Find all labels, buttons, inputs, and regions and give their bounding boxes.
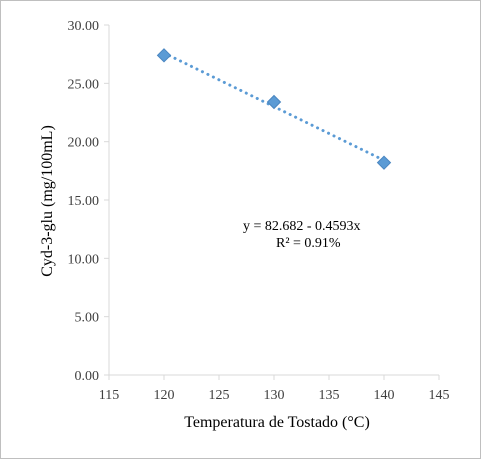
axes — [104, 24, 440, 380]
data-point — [266, 94, 282, 110]
data-point — [156, 48, 172, 63]
y-tick-label: 10.00 — [68, 252, 100, 267]
y-tick-label: 5.00 — [75, 311, 100, 326]
y-tick-label: 0.00 — [75, 369, 100, 384]
x-tick-label: 140 — [374, 388, 395, 403]
x-tick-label: 130 — [264, 388, 285, 403]
x-axis-title: Temperatura de Tostado (°C) — [184, 414, 370, 431]
x-tick-label: 115 — [99, 388, 119, 403]
y-tick-label: 30.00 — [68, 19, 100, 34]
tick-labels: 115 120 125 130 135 140 145 0.00 5.00 10.00 15.00 2… — [68, 19, 450, 403]
x-tick-label: 120 — [154, 388, 175, 403]
y-tick-label: 20.00 — [68, 136, 100, 151]
r-squared-label: R² = 0.91% — [276, 236, 341, 251]
x-tick-label: 135 — [319, 388, 340, 403]
y-axis-title: Cyd-3-glu (mg/100mL) — [39, 125, 56, 277]
data-point — [376, 155, 392, 170]
y-tick-label: 25.00 — [68, 77, 100, 92]
data-points — [156, 48, 392, 170]
trendline-equation: y = 82.682 - 0.4593x — [243, 219, 361, 234]
x-tick-label: 125 — [209, 388, 230, 403]
x-tick-label: 145 — [429, 388, 450, 403]
y-tick-label: 15.00 — [68, 194, 100, 209]
